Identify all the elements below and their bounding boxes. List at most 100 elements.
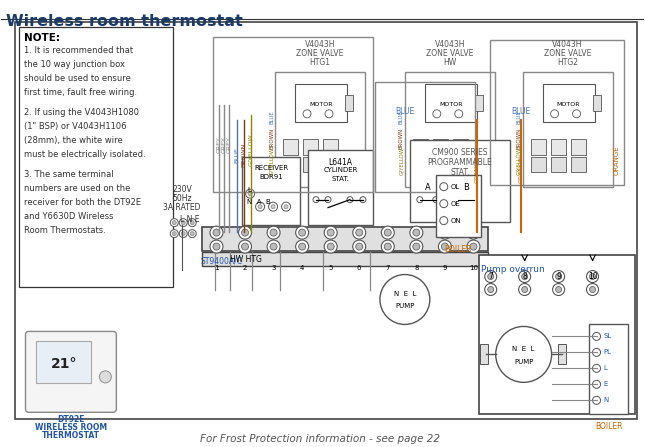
Text: 3A RATED: 3A RATED	[163, 202, 201, 212]
Circle shape	[573, 110, 580, 118]
Text: DT92E: DT92E	[57, 415, 84, 424]
Text: G/YELLOW: G/YELLOW	[399, 147, 404, 175]
Text: BLUE: BLUE	[269, 110, 274, 124]
Text: PUMP: PUMP	[514, 359, 533, 365]
Text: G/YELLOW: G/YELLOW	[517, 147, 522, 175]
Bar	[531, 157, 546, 172]
Text: 2. If using the V4043H1080: 2. If using the V4043H1080	[23, 108, 139, 117]
Text: For Frost Protection information - see page 22: For Frost Protection information - see p…	[200, 434, 440, 444]
Bar	[323, 139, 338, 155]
Circle shape	[522, 274, 528, 279]
Bar	[433, 157, 448, 172]
Bar	[453, 139, 468, 155]
Bar	[375, 82, 475, 192]
Text: ZONE VALVE: ZONE VALVE	[544, 49, 591, 58]
Circle shape	[590, 274, 595, 279]
Text: PROGRAMMABLE: PROGRAMMABLE	[428, 158, 492, 167]
Text: E: E	[604, 381, 608, 388]
Text: MOTOR: MOTOR	[309, 102, 333, 107]
Circle shape	[295, 226, 308, 239]
Text: L N E: L N E	[180, 215, 200, 224]
Circle shape	[270, 229, 277, 236]
Text: HTG2: HTG2	[557, 58, 578, 67]
Bar	[19, 27, 174, 287]
Bar	[303, 157, 318, 172]
Circle shape	[99, 371, 112, 383]
Bar	[295, 84, 347, 122]
Circle shape	[170, 230, 178, 238]
Circle shape	[488, 274, 493, 279]
Circle shape	[384, 243, 392, 250]
Circle shape	[441, 229, 448, 236]
Circle shape	[271, 205, 275, 209]
Bar	[202, 227, 488, 251]
Circle shape	[270, 243, 277, 250]
Text: L: L	[604, 365, 608, 371]
Text: GREY: GREY	[222, 136, 226, 153]
Text: Room Thermostats.: Room Thermostats.	[23, 226, 105, 235]
Text: OL: OL	[451, 184, 460, 190]
Circle shape	[593, 348, 600, 356]
Circle shape	[213, 243, 220, 250]
Text: BLUE: BLUE	[511, 107, 531, 116]
Circle shape	[439, 226, 451, 239]
Circle shape	[268, 202, 277, 211]
Bar	[405, 72, 495, 187]
Circle shape	[555, 287, 562, 292]
Text: ZONE VALVE: ZONE VALVE	[426, 49, 473, 58]
Circle shape	[190, 232, 194, 236]
Text: 50Hz: 50Hz	[172, 194, 192, 202]
Circle shape	[586, 283, 599, 295]
Circle shape	[267, 226, 280, 239]
Text: BLUE: BLUE	[235, 147, 240, 163]
Circle shape	[433, 110, 441, 118]
Circle shape	[439, 240, 451, 253]
Text: (1" BSP) or V4043H1106: (1" BSP) or V4043H1106	[23, 122, 126, 131]
Circle shape	[551, 110, 559, 118]
Circle shape	[360, 197, 366, 202]
Circle shape	[455, 197, 461, 202]
Bar	[410, 140, 510, 222]
Text: GREY: GREY	[217, 136, 222, 153]
Bar	[413, 139, 428, 155]
Bar	[37, 342, 92, 384]
Text: receiver for both the DT92E: receiver for both the DT92E	[23, 198, 141, 207]
Bar	[425, 84, 477, 122]
Text: N: N	[604, 397, 609, 403]
Circle shape	[413, 243, 420, 250]
Text: 9: 9	[556, 271, 561, 281]
Circle shape	[384, 229, 392, 236]
Bar	[480, 344, 488, 364]
Circle shape	[381, 240, 394, 253]
Bar	[202, 252, 488, 266]
Circle shape	[485, 283, 497, 295]
Circle shape	[267, 240, 280, 253]
Circle shape	[496, 326, 551, 382]
Text: 9: 9	[442, 265, 447, 270]
Circle shape	[590, 287, 595, 292]
Circle shape	[356, 229, 362, 236]
Circle shape	[239, 226, 252, 239]
Circle shape	[555, 274, 562, 279]
Circle shape	[593, 364, 600, 372]
Bar	[490, 40, 624, 185]
Text: 10: 10	[469, 265, 478, 270]
Circle shape	[299, 243, 306, 250]
Circle shape	[553, 270, 564, 283]
Bar	[213, 37, 373, 192]
Bar	[571, 139, 586, 155]
Circle shape	[172, 232, 176, 236]
Text: 230V: 230V	[172, 185, 192, 194]
Text: ORANGE: ORANGE	[518, 156, 523, 183]
Text: 7: 7	[488, 271, 493, 281]
Circle shape	[586, 270, 599, 283]
Circle shape	[519, 270, 531, 283]
Text: 1: 1	[214, 265, 219, 270]
Text: ORANGE: ORANGE	[474, 156, 479, 183]
Circle shape	[440, 200, 448, 208]
Text: Pump overrun: Pump overrun	[481, 265, 544, 274]
Circle shape	[467, 240, 480, 253]
Text: B: B	[463, 183, 469, 192]
Circle shape	[299, 229, 306, 236]
Bar	[571, 157, 586, 172]
